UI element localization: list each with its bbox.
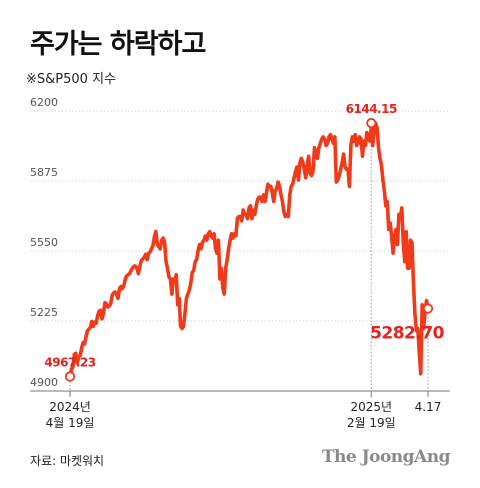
annotation-marker bbox=[64, 371, 76, 382]
axis-layer bbox=[30, 390, 450, 397]
x-tick-label: 2024년 bbox=[49, 400, 91, 414]
y-tick-label: 5550 bbox=[30, 236, 58, 249]
x-tick-label: 4월 19일 bbox=[46, 416, 95, 430]
x-tick-label: 2월 19일 bbox=[347, 416, 396, 430]
brand-logo: The JoongAng bbox=[321, 447, 451, 467]
y-tick-label: 6200 bbox=[30, 96, 58, 109]
y-tick-label: 5875 bbox=[30, 166, 58, 179]
line-layer bbox=[68, 121, 430, 379]
marker-layer bbox=[64, 117, 434, 382]
annotation-value-label: 5282.70 bbox=[370, 324, 445, 344]
annotation-value-label: 4967.23 bbox=[44, 356, 95, 370]
chart-subtitle: ※S&P500 지수 bbox=[26, 72, 116, 87]
grid-layer bbox=[30, 110, 450, 391]
series-line bbox=[68, 121, 430, 379]
source-note: 자료: 마켓워치 bbox=[30, 454, 105, 468]
x-tick-label: 4.17 bbox=[415, 400, 442, 414]
page-title: 주가는 하락하고 bbox=[30, 29, 206, 60]
x-tick-label: 2025년 bbox=[350, 400, 392, 414]
label-layer: 6200 5875 5550 5225 4900 2024년 4월 19일 2025년 2월 1… bbox=[30, 96, 445, 430]
annotation-marker bbox=[422, 303, 434, 314]
y-tick-label: 5225 bbox=[30, 306, 58, 319]
annotation-value-label: 6144.15 bbox=[346, 102, 397, 116]
annotation-marker bbox=[366, 117, 377, 129]
y-tick-label: 4900 bbox=[30, 376, 58, 389]
